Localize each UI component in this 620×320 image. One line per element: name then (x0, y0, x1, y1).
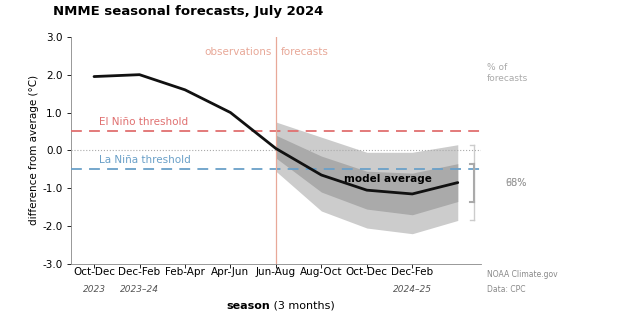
Text: Oct-Dec: Oct-Dec (346, 267, 388, 277)
Text: NMME seasonal forecasts, July 2024: NMME seasonal forecasts, July 2024 (53, 4, 323, 18)
Text: season: season (226, 301, 270, 311)
Text: 2023–24: 2023–24 (120, 285, 159, 294)
Text: 2023: 2023 (82, 285, 105, 294)
Text: forecasts: forecasts (280, 47, 329, 57)
Text: Aug-Oct: Aug-Oct (300, 267, 343, 277)
Text: observations: observations (204, 47, 272, 57)
Text: 95%: 95% (505, 178, 527, 188)
Text: Dec-Feb: Dec-Feb (118, 267, 161, 277)
Text: Apr-Jun: Apr-Jun (211, 267, 249, 277)
Text: El Niño threshold: El Niño threshold (99, 117, 188, 127)
Text: Dec-Feb: Dec-Feb (391, 267, 433, 277)
Y-axis label: difference from average (°C): difference from average (°C) (29, 75, 39, 226)
Text: model average: model average (344, 174, 432, 184)
Text: 2024–25: 2024–25 (393, 285, 432, 294)
Text: (3 months): (3 months) (270, 301, 334, 311)
Text: Data: CPC: Data: CPC (487, 285, 525, 294)
Text: NOAA Climate.gov: NOAA Climate.gov (487, 270, 557, 279)
Text: % of
forecasts: % of forecasts (487, 63, 528, 83)
Text: La Niña threshold: La Niña threshold (99, 155, 190, 165)
Text: Jun-Aug: Jun-Aug (256, 267, 296, 277)
Text: Feb-Apr: Feb-Apr (165, 267, 205, 277)
Text: 68%: 68% (505, 178, 526, 188)
Text: Oct-Dec: Oct-Dec (73, 267, 115, 277)
